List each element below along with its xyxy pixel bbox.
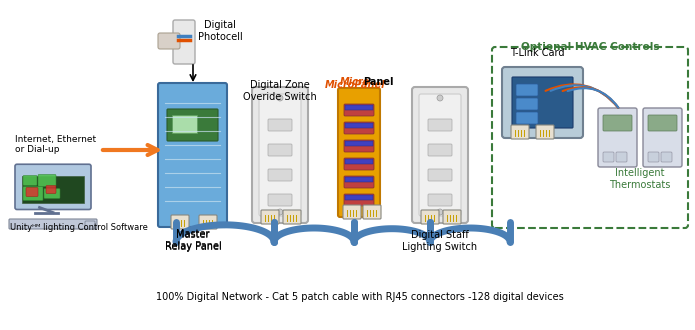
Text: Digital
Photocell: Digital Photocell	[197, 20, 243, 42]
FancyBboxPatch shape	[343, 205, 361, 219]
FancyBboxPatch shape	[421, 210, 439, 224]
FancyBboxPatch shape	[345, 177, 373, 182]
FancyBboxPatch shape	[26, 187, 38, 196]
Text: Panel: Panel	[363, 77, 393, 87]
FancyBboxPatch shape	[268, 169, 292, 181]
Text: Intelligent
Thermostats: Intelligent Thermostats	[610, 168, 671, 190]
FancyBboxPatch shape	[536, 125, 554, 139]
Text: Master
Relay Panel: Master Relay Panel	[165, 229, 222, 250]
Text: Digital Staff
Lighting Switch: Digital Staff Lighting Switch	[402, 230, 477, 251]
FancyBboxPatch shape	[344, 194, 374, 206]
FancyBboxPatch shape	[171, 215, 189, 229]
FancyBboxPatch shape	[15, 164, 91, 210]
FancyBboxPatch shape	[345, 159, 373, 164]
FancyBboxPatch shape	[419, 94, 461, 216]
FancyBboxPatch shape	[344, 122, 374, 134]
FancyBboxPatch shape	[23, 186, 43, 201]
Text: Master
Relay Panel: Master Relay Panel	[165, 230, 222, 251]
Circle shape	[277, 95, 283, 101]
FancyBboxPatch shape	[173, 20, 195, 64]
FancyBboxPatch shape	[283, 210, 301, 224]
FancyBboxPatch shape	[344, 176, 374, 188]
FancyBboxPatch shape	[344, 140, 374, 152]
FancyBboxPatch shape	[648, 152, 659, 162]
FancyBboxPatch shape	[261, 210, 279, 224]
FancyBboxPatch shape	[428, 169, 452, 181]
FancyBboxPatch shape	[428, 144, 452, 156]
FancyBboxPatch shape	[516, 98, 538, 110]
FancyBboxPatch shape	[502, 67, 583, 138]
FancyBboxPatch shape	[158, 83, 227, 227]
FancyBboxPatch shape	[344, 104, 374, 116]
FancyBboxPatch shape	[344, 158, 374, 170]
FancyBboxPatch shape	[603, 152, 614, 162]
FancyBboxPatch shape	[158, 33, 180, 49]
Circle shape	[277, 209, 283, 215]
FancyBboxPatch shape	[598, 108, 637, 167]
FancyBboxPatch shape	[9, 219, 97, 229]
FancyBboxPatch shape	[38, 175, 56, 186]
FancyBboxPatch shape	[85, 221, 95, 229]
Text: Internet, Ethernet
or Dial-up: Internet, Ethernet or Dial-up	[15, 135, 96, 154]
FancyBboxPatch shape	[616, 152, 627, 162]
FancyBboxPatch shape	[23, 176, 37, 185]
Text: MicroPanel: MicroPanel	[325, 80, 385, 90]
FancyBboxPatch shape	[44, 188, 60, 199]
FancyBboxPatch shape	[268, 144, 292, 156]
FancyBboxPatch shape	[428, 119, 452, 131]
Text: 100% Digital Network - Cat 5 patch cable with RJ45 connectors -128 digital devic: 100% Digital Network - Cat 5 patch cable…	[156, 292, 564, 302]
FancyBboxPatch shape	[443, 210, 461, 224]
FancyBboxPatch shape	[648, 115, 677, 131]
FancyBboxPatch shape	[199, 215, 217, 229]
FancyBboxPatch shape	[259, 94, 301, 216]
FancyBboxPatch shape	[345, 105, 373, 110]
FancyBboxPatch shape	[345, 123, 373, 128]
FancyBboxPatch shape	[338, 88, 380, 217]
FancyBboxPatch shape	[172, 115, 197, 133]
Text: Micro: Micro	[340, 77, 370, 87]
FancyBboxPatch shape	[412, 87, 468, 223]
FancyBboxPatch shape	[363, 205, 381, 219]
FancyBboxPatch shape	[345, 195, 373, 200]
FancyBboxPatch shape	[252, 87, 308, 223]
FancyBboxPatch shape	[516, 84, 538, 96]
FancyBboxPatch shape	[512, 77, 573, 128]
Circle shape	[437, 95, 443, 101]
FancyBboxPatch shape	[603, 115, 632, 131]
FancyBboxPatch shape	[22, 176, 84, 203]
FancyBboxPatch shape	[46, 185, 56, 193]
Text: T-Link Card: T-Link Card	[510, 48, 564, 58]
FancyBboxPatch shape	[516, 112, 538, 124]
Text: Optional HVAC Controls: Optional HVAC Controls	[521, 42, 660, 52]
FancyBboxPatch shape	[511, 125, 529, 139]
FancyBboxPatch shape	[167, 109, 218, 141]
FancyBboxPatch shape	[643, 108, 682, 167]
FancyBboxPatch shape	[661, 152, 672, 162]
FancyBboxPatch shape	[268, 194, 292, 206]
Circle shape	[437, 209, 443, 215]
FancyBboxPatch shape	[345, 141, 373, 146]
Text: Unityᴴᴹ lighting Control Software: Unityᴴᴹ lighting Control Software	[10, 223, 148, 232]
FancyBboxPatch shape	[428, 194, 452, 206]
FancyBboxPatch shape	[268, 119, 292, 131]
Text: Digital Zone
Overide Switch: Digital Zone Overide Switch	[243, 80, 317, 102]
